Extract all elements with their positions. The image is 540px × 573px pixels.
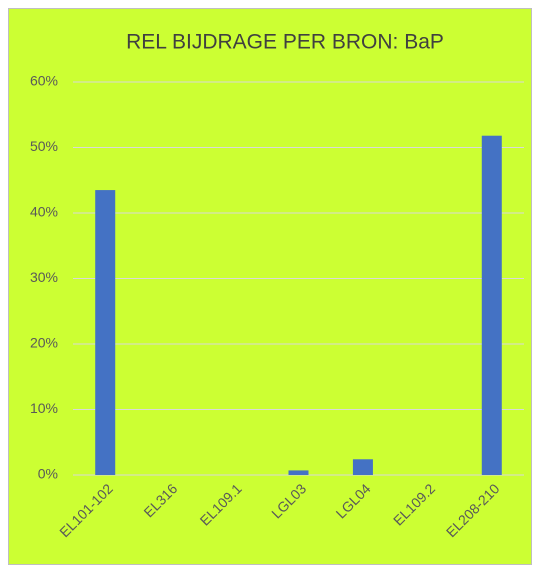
chart-title: REL BIJDRAGE PER BRON: BaP xyxy=(126,31,444,54)
bar xyxy=(481,135,502,475)
y-tick-label: 0% xyxy=(38,466,58,482)
bar xyxy=(95,190,116,475)
y-tick-label: 50% xyxy=(30,138,58,154)
y-tick-label: 60% xyxy=(30,73,58,89)
bar xyxy=(288,470,309,475)
y-tick-label: 40% xyxy=(30,204,58,220)
bar xyxy=(352,459,373,475)
y-tick-label: 10% xyxy=(30,400,58,416)
y-tick-label: 20% xyxy=(30,335,58,351)
chart-area xyxy=(8,8,532,565)
y-tick-label: 30% xyxy=(30,269,58,285)
